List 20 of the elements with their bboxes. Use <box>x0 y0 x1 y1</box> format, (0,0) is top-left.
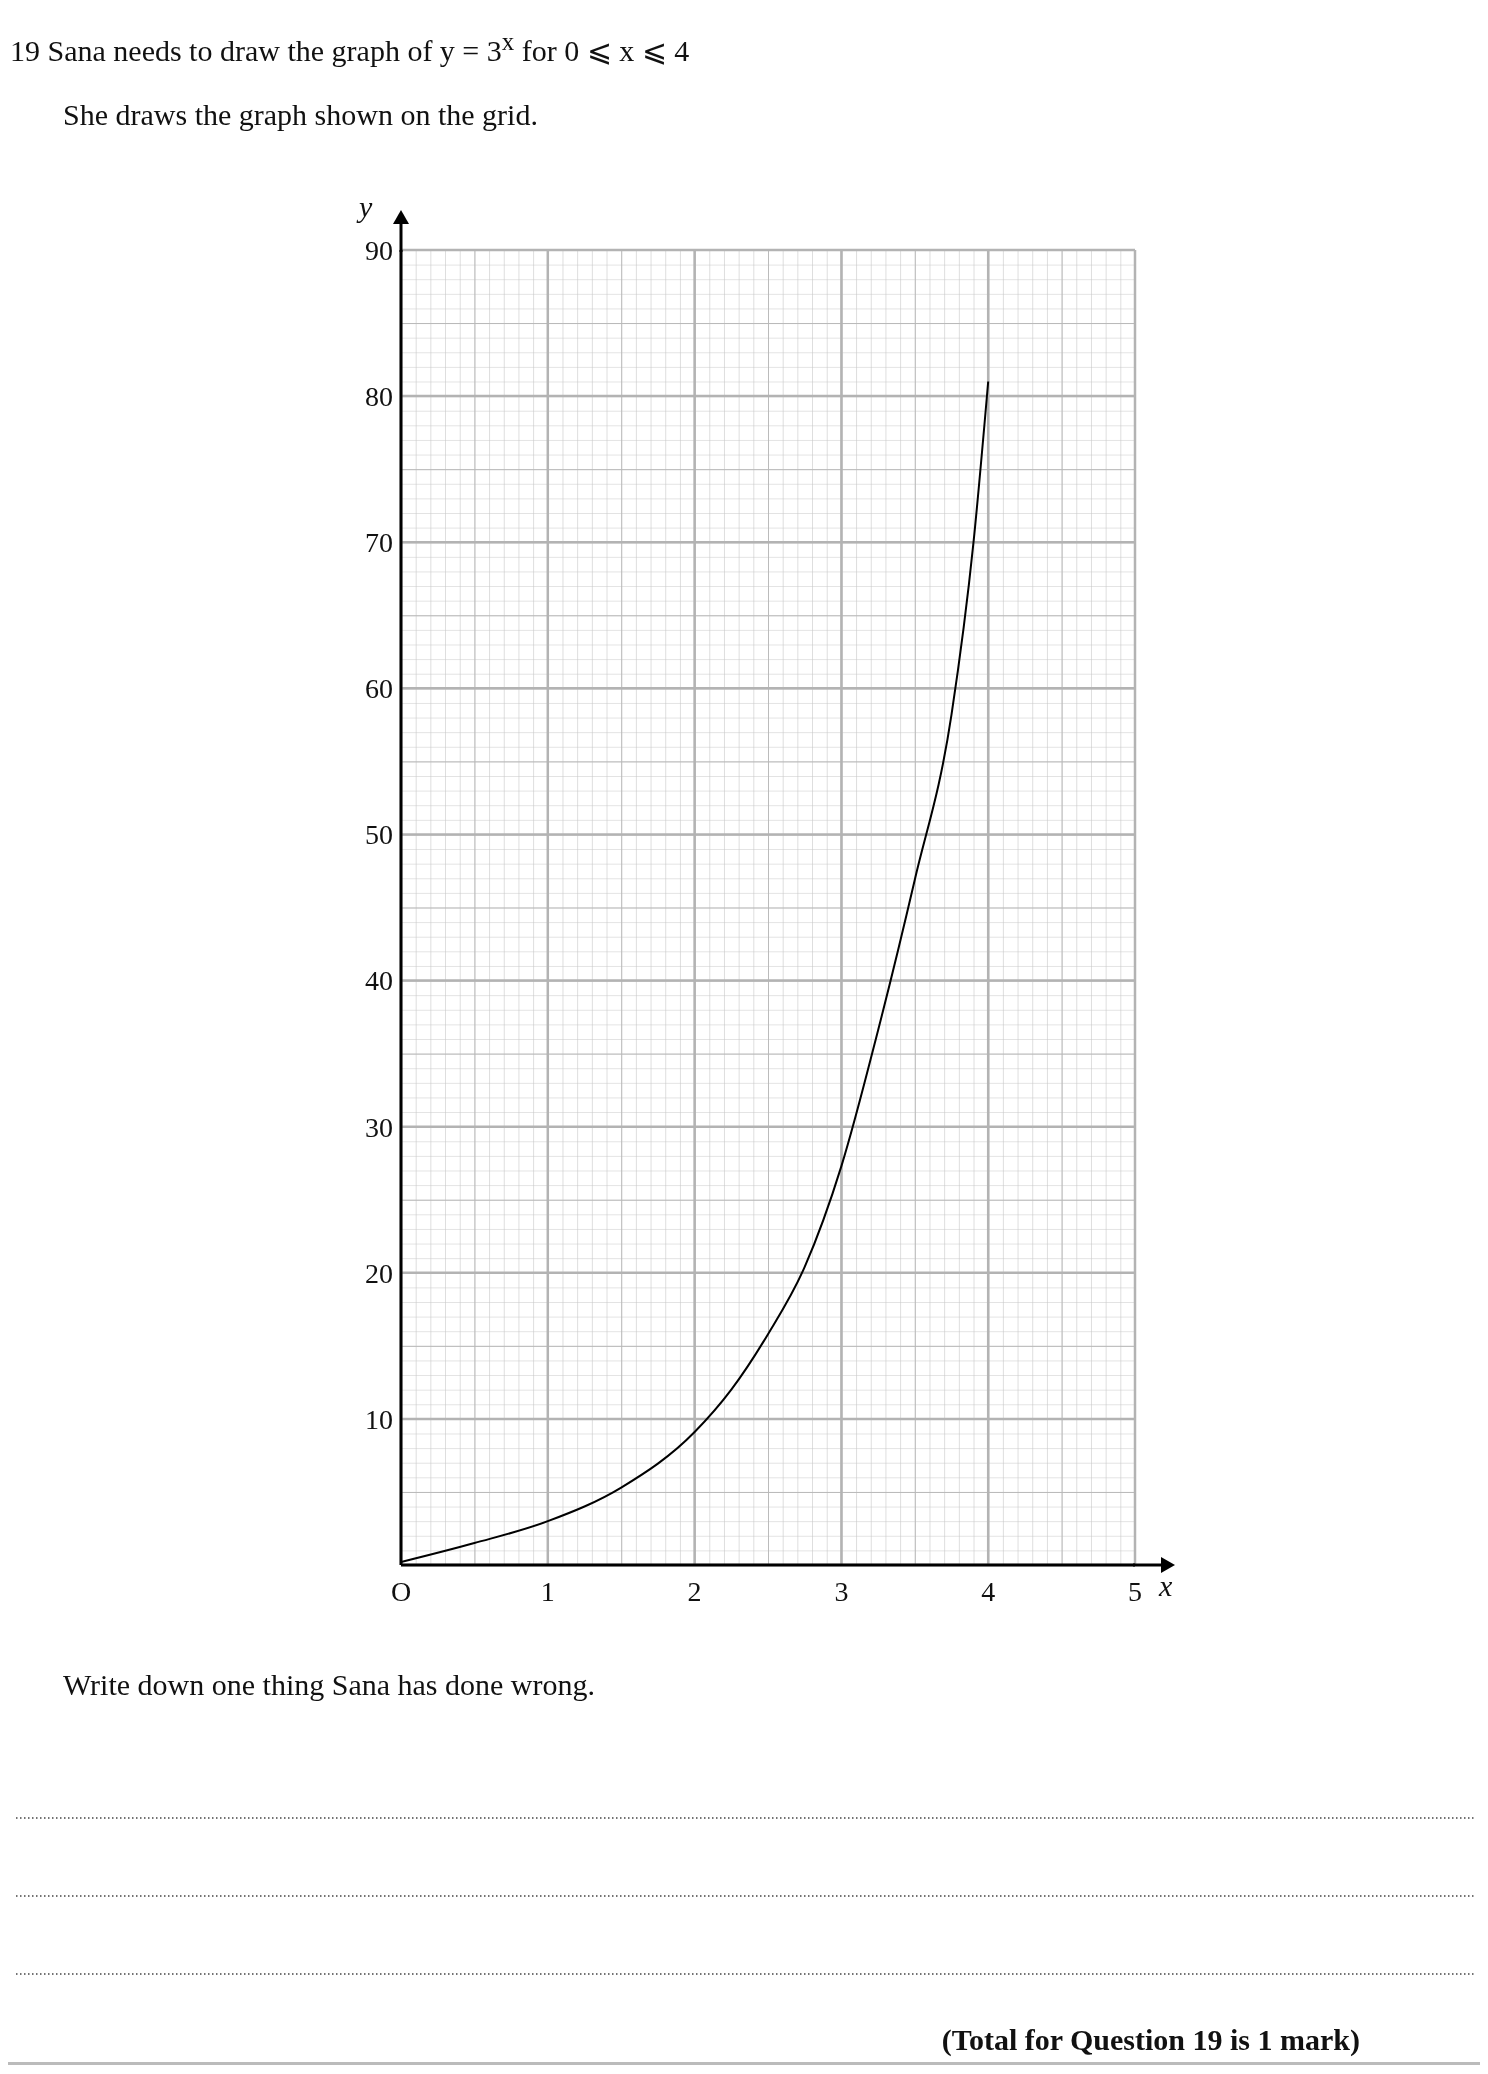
y-tick-label: 60 <box>365 673 393 705</box>
y-tick-label: 40 <box>365 965 393 997</box>
y-tick-label: 70 <box>365 527 393 559</box>
x-tick-label: 1 <box>540 1575 555 1607</box>
y-tick-label: 90 <box>365 234 393 266</box>
x-tick-label: 2 <box>687 1575 702 1607</box>
x-axis-title: x <box>1159 1569 1173 1603</box>
y-tick-label: 50 <box>365 819 393 851</box>
y-tick-label: 10 <box>365 1403 393 1435</box>
y-tick-label: 30 <box>365 1111 393 1143</box>
x-tick-label: O <box>390 1575 412 1607</box>
y-tick-label: 20 <box>365 1257 393 1289</box>
x-tick-label: 3 <box>834 1575 849 1607</box>
x-tick-label: 4 <box>981 1575 996 1607</box>
text: Write down one thing Sana has done wrong. <box>63 1668 596 1702</box>
text: (Total for Question 19 is 1 mark) <box>941 2023 1360 2057</box>
y-tick-label: 80 <box>365 381 393 413</box>
x-tick-label: 5 <box>1128 1575 1142 1607</box>
chart-subtitle: She draws the graph shown on the grid. <box>63 98 538 132</box>
chart-title: 19 Sana needs to draw the graph of y = 3$^{x}$ for 0 ⩽ x ⩽ 4 <box>10 28 690 68</box>
